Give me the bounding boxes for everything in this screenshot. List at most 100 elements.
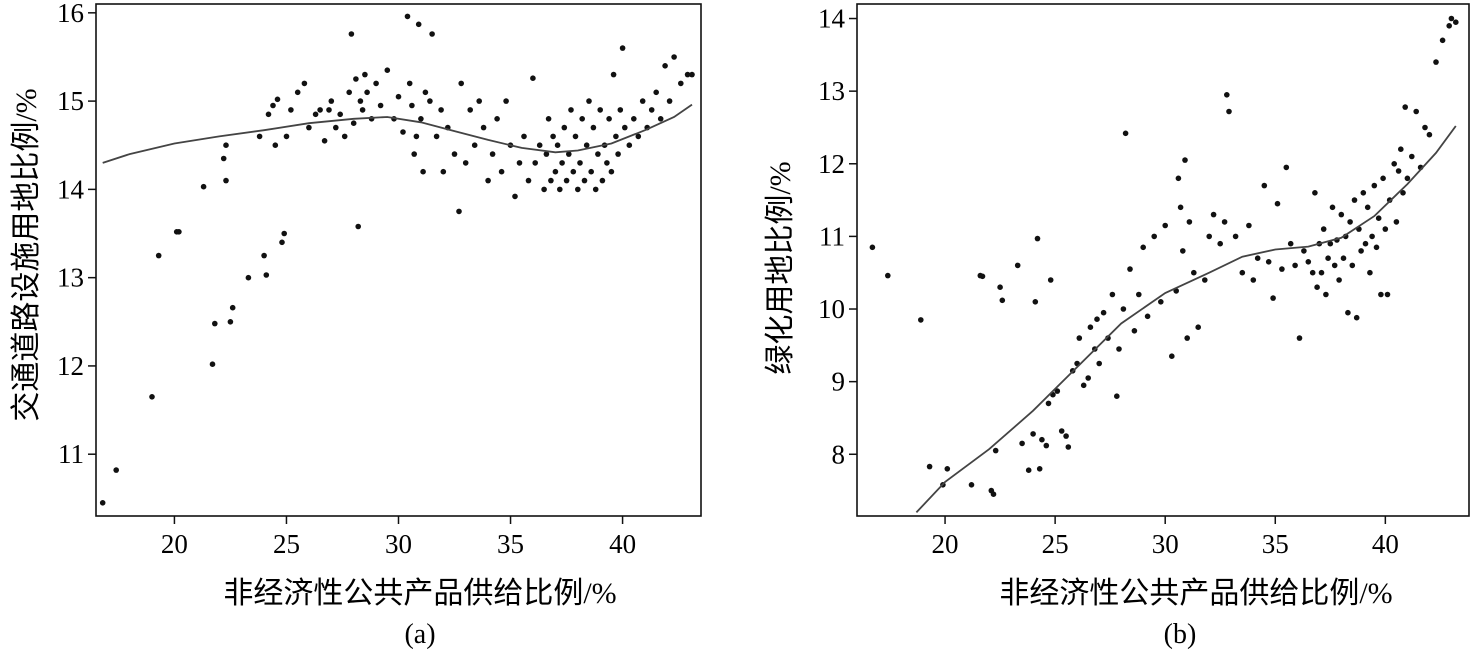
panel-b-data-point	[1116, 346, 1122, 352]
panel-a-data-point	[662, 63, 668, 69]
panel-b-data-point	[1320, 226, 1327, 232]
panel-a-data-point	[648, 107, 655, 113]
panel-b-data-point	[1191, 269, 1197, 276]
panel-a-data-point	[223, 142, 229, 148]
panel-b-data-point	[944, 466, 951, 472]
panel-b-data-point	[1186, 219, 1193, 225]
panel-b-data-point	[1305, 259, 1312, 265]
panel-b-data-point	[1144, 313, 1151, 320]
panel-b-data-point	[1331, 262, 1338, 269]
panel-a-data-point	[552, 168, 559, 175]
panel-b-x-tick-label: 20	[932, 529, 959, 559]
panel-a-data-point	[279, 239, 285, 246]
panel-b-data-point	[1338, 211, 1345, 218]
panel-b-data-point	[1329, 204, 1336, 211]
panel-b-data-point	[1279, 266, 1285, 272]
panel-b-data-point	[1312, 190, 1318, 196]
panel-b-data-point	[1270, 295, 1276, 301]
panel-a-data-point	[245, 274, 252, 281]
panel-b-data-point	[1426, 131, 1433, 138]
panel-a-data-point	[337, 111, 344, 118]
panel-b-data-point	[1239, 269, 1246, 276]
panel-a-data-point	[418, 116, 424, 122]
panel-a-data-point	[606, 116, 612, 122]
panel-a-x-tick-label: 40	[609, 529, 636, 559]
panel-b-points	[869, 15, 1459, 498]
panel-a-data-point	[422, 89, 429, 96]
panel-a-data-point	[521, 133, 527, 140]
panel-a-x-tick-label: 25	[273, 529, 300, 559]
panel-a-data-point	[283, 133, 290, 140]
panel-b-data-point	[1261, 182, 1268, 189]
panel-b-x-tick-label: 30	[1152, 529, 1179, 559]
panel-a-data-point	[548, 177, 554, 184]
panel-b-data-point	[1448, 15, 1455, 22]
panel-a-data-point	[653, 89, 659, 96]
panel-b-data-point	[1375, 215, 1382, 221]
panel-b-data-point	[1453, 19, 1459, 26]
panel-b-data-point	[999, 297, 1006, 304]
panel-a-data-point	[532, 160, 538, 166]
panel-a-data-point	[223, 177, 229, 184]
panel-a-data-point	[200, 183, 207, 190]
panel-b-data-point	[1195, 324, 1201, 331]
panel-b-data-point	[1246, 222, 1252, 229]
panel-b-data-point	[1109, 291, 1116, 298]
panel-a-data-point	[557, 186, 563, 193]
panel-b-data-point	[1400, 190, 1406, 196]
panel-b-data-point	[1413, 108, 1419, 115]
panel-a-data-point	[306, 124, 312, 131]
panel-b-data-point	[1318, 269, 1325, 276]
panel-a-data-point	[263, 272, 270, 278]
panel-a-data-point	[550, 133, 556, 140]
panel-a-data-point	[586, 98, 592, 104]
panel-b-y-axis-title: 绿化用地比例/%	[764, 161, 797, 374]
panel-a-data-point	[384, 67, 391, 73]
panel-a-data-point	[270, 102, 276, 109]
panel-a-data-point	[617, 107, 624, 113]
panel-b-data-point	[1127, 266, 1133, 272]
panel-b-data-point	[1131, 328, 1138, 334]
panel-b-data-point	[1036, 466, 1043, 472]
panel-b-data-point	[1409, 153, 1415, 160]
panel-a-data-point	[274, 96, 281, 103]
panel-b-data-point	[1254, 255, 1261, 261]
panel-a-data-point	[622, 124, 628, 131]
panel-a-data-point	[597, 107, 603, 113]
panel-a-data-point	[229, 304, 236, 311]
panel-a-data-point	[301, 80, 308, 87]
panel-a-data-point	[321, 138, 328, 144]
panel-b-data-point	[1373, 244, 1380, 251]
panel-b-data-point	[992, 447, 999, 454]
panel-a-data-point	[619, 45, 626, 51]
panel-a-data-point	[326, 107, 332, 113]
panel-a-data-point	[176, 229, 182, 235]
panel-a-data-point	[610, 71, 617, 78]
panel-a-data-point	[212, 320, 218, 327]
panel-a-data-point	[599, 177, 606, 184]
panel-b-y-tick-label: 10	[818, 294, 845, 324]
panel-a-data-point	[227, 319, 234, 325]
panel-a-data-point	[346, 89, 353, 96]
panel-b-data-point	[1265, 259, 1272, 265]
panel-b-data-point	[1384, 291, 1391, 298]
panel-a-data-point	[364, 89, 370, 96]
panel-a-data-point	[476, 98, 483, 104]
panel-a-data-point	[333, 124, 339, 131]
panel-a-data-point	[498, 168, 505, 175]
panel-b-data-point	[1039, 436, 1045, 443]
panel-a-data-point	[471, 142, 478, 148]
panel-b-data-point	[1076, 335, 1083, 341]
panel-a-data-point	[429, 31, 435, 37]
panel-a-data-point	[566, 151, 572, 157]
panel-a-ticks: 20 25 30 35 40 11 12 13 14 15 16	[57, 0, 636, 559]
panel-b-data-point	[1096, 360, 1102, 367]
panel-b-data-point	[1422, 124, 1428, 131]
panel-b-data-point	[1094, 316, 1100, 323]
panel-b-data-point	[1446, 23, 1452, 29]
panel-a-data-point	[395, 93, 402, 100]
panel-a-data-point	[615, 151, 621, 157]
panel-a-data-point	[572, 133, 579, 140]
panel-b-data-point	[1180, 248, 1186, 254]
panel-b-data-point	[1120, 306, 1127, 312]
